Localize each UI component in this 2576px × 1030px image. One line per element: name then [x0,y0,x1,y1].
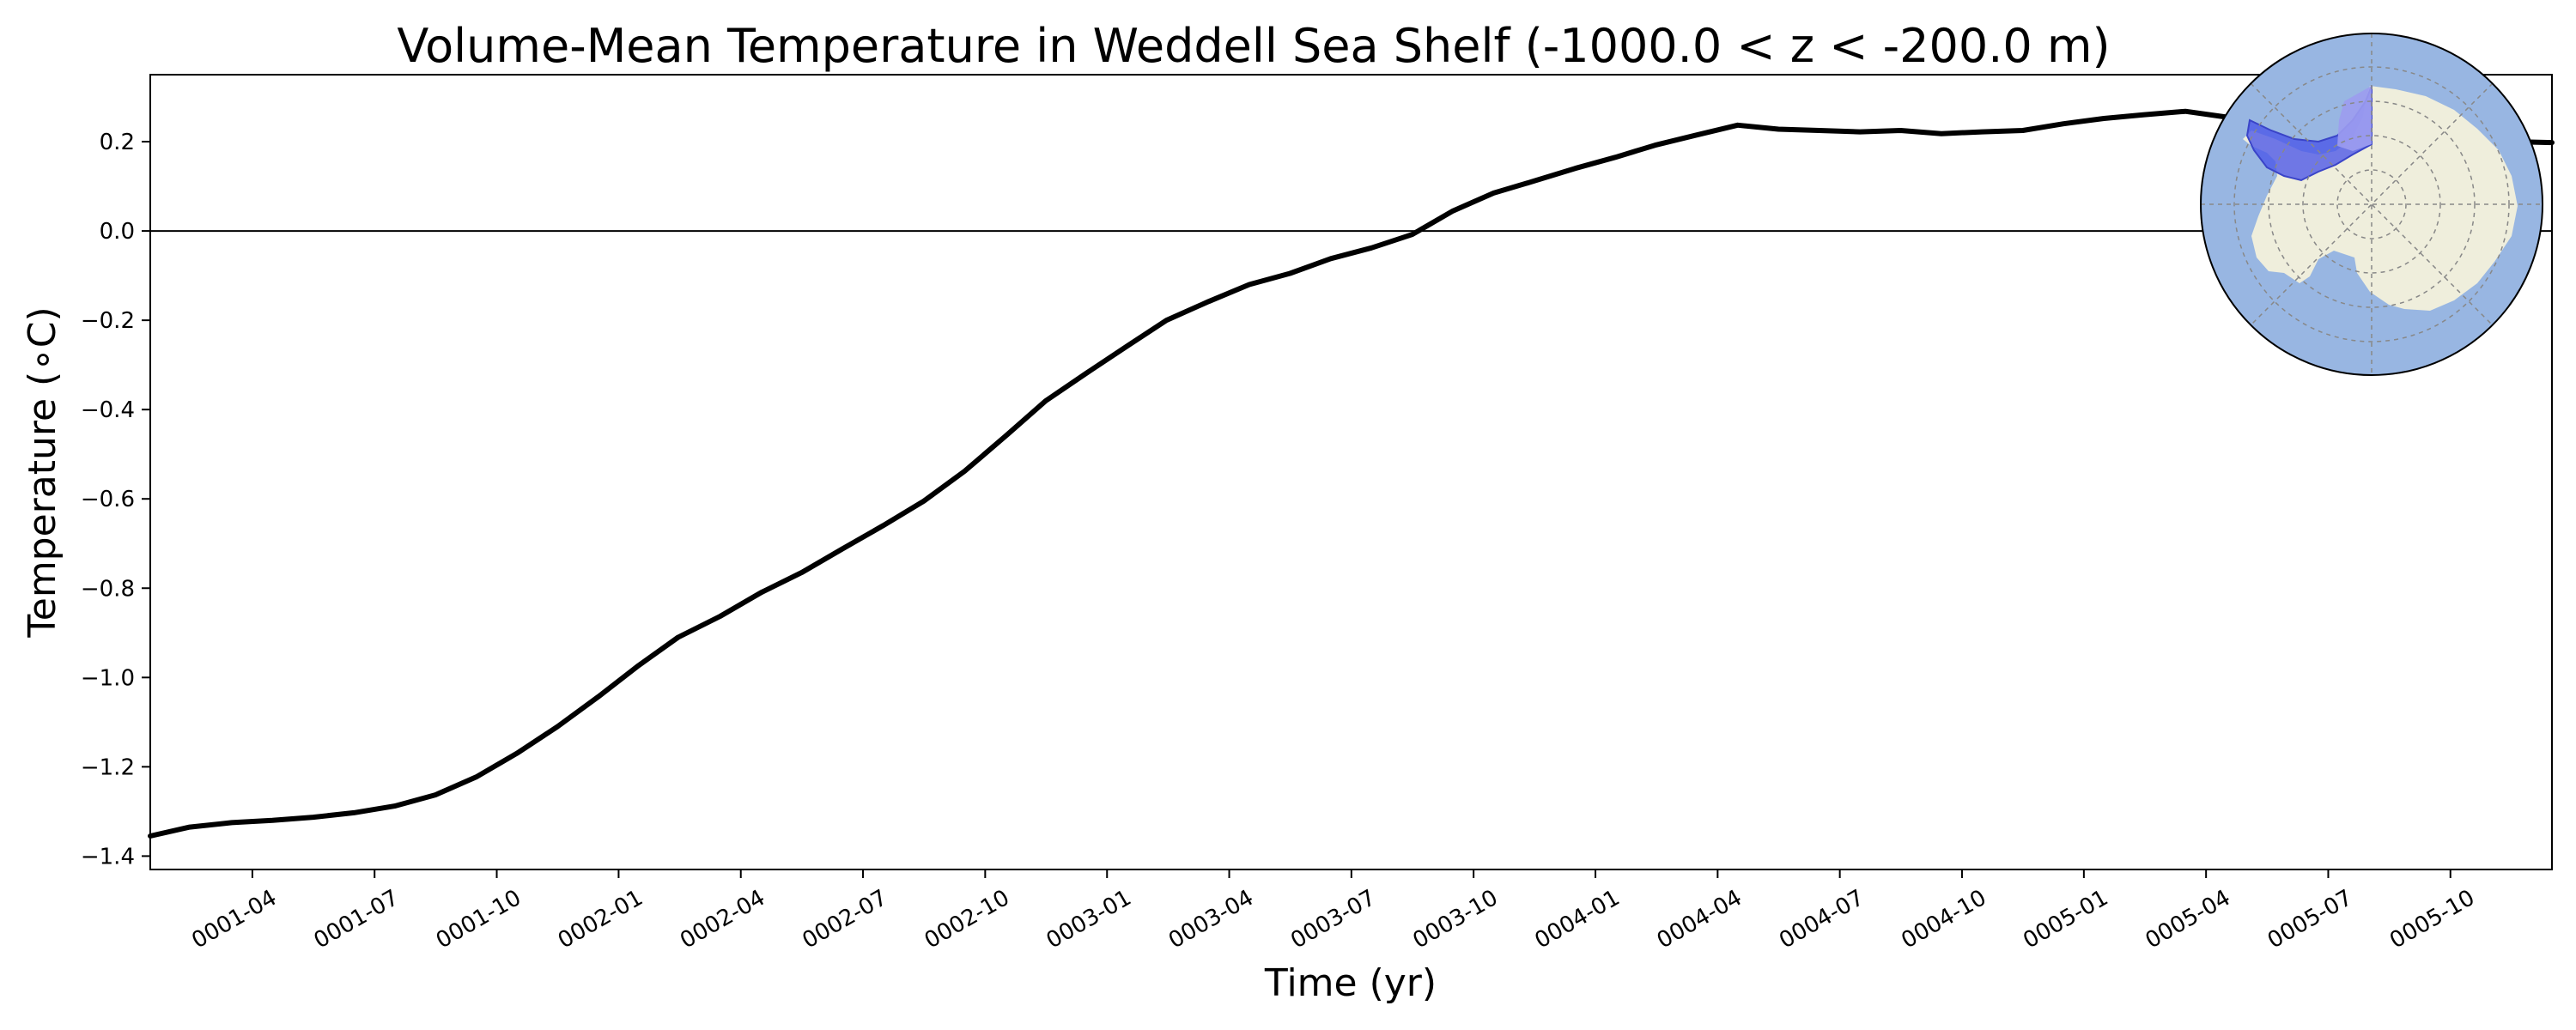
y-tick-label: −0.4 [81,397,135,423]
x-tick-label: 0004-07 [1775,885,1868,954]
x-tick-label: 0002-10 [920,885,1014,954]
x-axis-ticks: 0001-04 0001-07 0001-10 0002-01 0002-04 0002-… [187,869,2479,954]
y-tick-label: −0.6 [81,487,135,512]
x-tick-label: 0001-07 [310,885,404,954]
x-tick-label: 0004-04 [1653,885,1747,954]
y-tick-label: −1.0 [81,665,135,691]
y-axis-ticks: 0.2 0.0 −0.2 −0.4 −0.6 −0.8 −1.0 −1.2 −1.4 [81,130,150,869]
x-tick-label: 0005-04 [2142,885,2235,954]
x-axis-label: Time (yr) [1264,961,1437,1005]
x-tick-label: 0005-01 [2019,885,2112,954]
x-tick-label: 0001-04 [187,885,281,954]
x-tick-label: 0002-01 [554,885,647,954]
y-tick-label: 0.0 [100,219,135,245]
map-highlight-weddell-shelf [2245,85,2372,182]
map-highlight-light-region [2337,86,2372,151]
y-tick-label: −0.2 [81,308,135,334]
y-tick-label: −1.4 [81,844,135,869]
x-tick-label: 0003-07 [1286,885,1380,954]
x-tick-label: 0004-01 [1530,885,1624,954]
chart-title: Volume-Mean Temperature in Weddell Sea S… [397,19,2110,73]
x-tick-label: 0003-10 [1409,885,1503,954]
x-tick-label: 0002-04 [676,885,769,954]
x-tick-label: 0002-07 [798,885,891,954]
series-line [148,108,2555,839]
x-tick-label: 0004-10 [1897,885,1990,954]
x-tick-label: 0003-04 [1164,885,1258,954]
x-tick-label: 0003-01 [1042,885,1136,954]
x-tick-label: 0005-10 [2385,885,2479,954]
y-tick-label: −0.8 [81,576,135,602]
x-tick-label: 0005-07 [2263,885,2357,954]
plot-frame [149,74,2553,870]
y-axis-label: Temperature (∘C) [21,306,64,638]
y-tick-label: 0.2 [100,130,135,155]
x-tick-label: 0001-10 [432,885,526,954]
map-antarctica-land [2243,86,2518,311]
y-tick-label: −1.2 [81,754,135,780]
antarctica-inset-map [2200,33,2543,376]
map-border [2200,33,2543,376]
map-gridlines [2201,33,2543,375]
